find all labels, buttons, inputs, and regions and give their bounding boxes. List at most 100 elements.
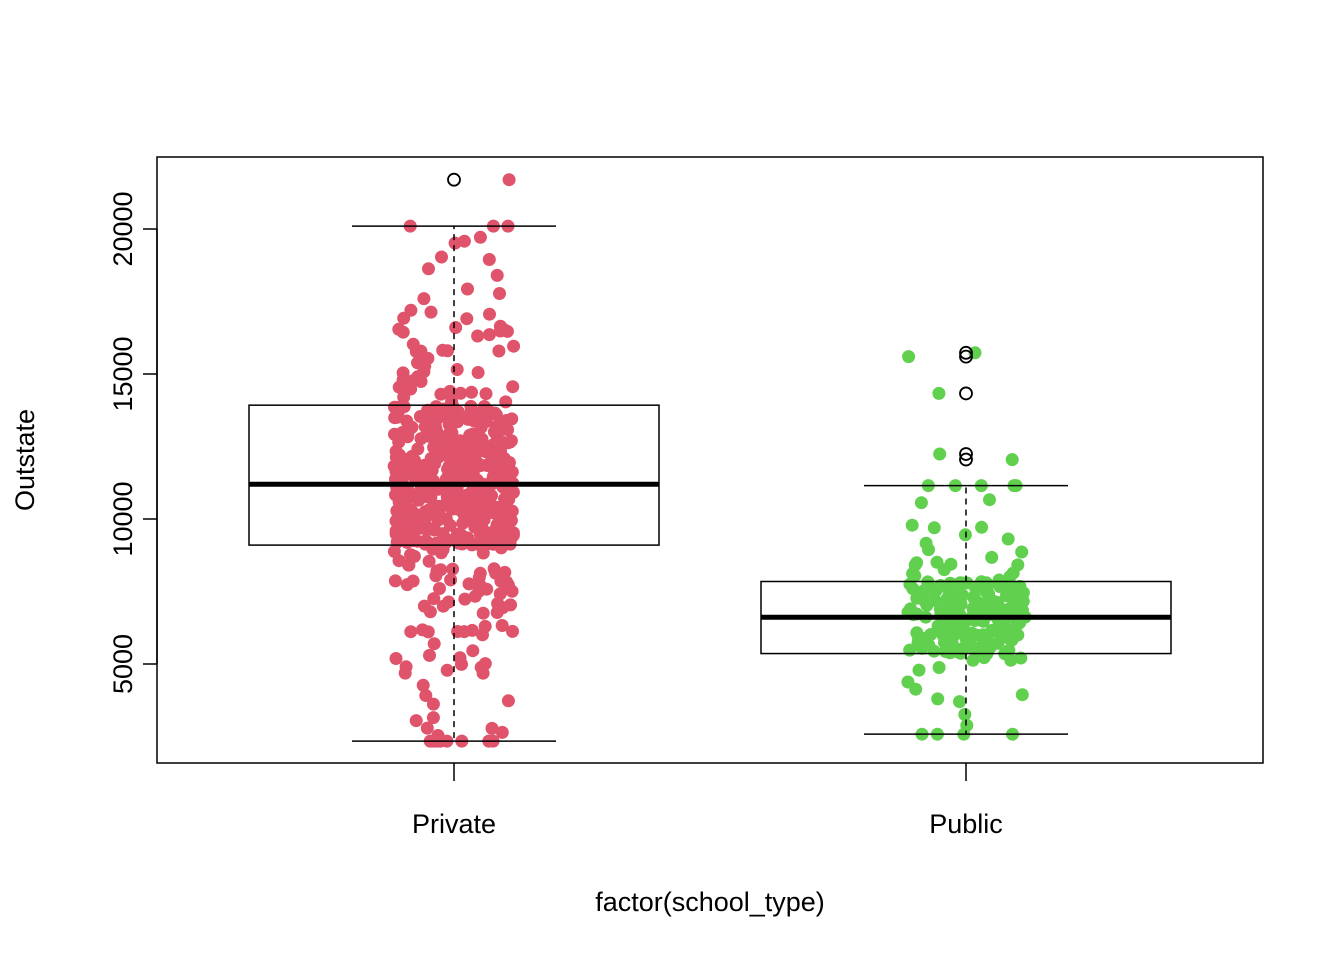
data-point-private: [483, 307, 496, 321]
x-tick-label: Public: [929, 809, 1003, 839]
data-point-private: [460, 531, 474, 545]
data-point-private: [472, 584, 486, 598]
data-point-public: [977, 651, 991, 665]
data-point-public: [958, 708, 972, 721]
data-point-private: [506, 624, 519, 638]
data-point-public: [962, 638, 976, 652]
data-point-public: [912, 663, 926, 677]
data-point-public: [985, 550, 999, 564]
data-point-public: [910, 626, 924, 640]
y-axis-title: Outstate: [10, 409, 40, 511]
data-point-private: [392, 322, 406, 336]
data-point-private: [421, 625, 435, 639]
data-point-private: [392, 554, 406, 568]
data-point-private: [389, 652, 403, 665]
data-point-public: [919, 536, 933, 550]
data-point-private: [504, 434, 518, 448]
data-point-private: [458, 592, 472, 606]
data-point-private: [505, 465, 519, 479]
data-point-public: [902, 350, 916, 364]
data-point-private: [435, 250, 448, 264]
data-point-private: [468, 520, 482, 534]
boxplots: [248, 172, 1172, 742]
outlier-marker: [447, 172, 461, 187]
data-point-public: [945, 627, 959, 641]
data-point-public: [1015, 545, 1029, 559]
data-point-private: [453, 651, 467, 665]
data-point-private: [396, 373, 410, 387]
data-point-private: [455, 410, 469, 424]
data-point-private: [490, 268, 504, 282]
data-point-private: [449, 321, 463, 334]
data-point-public: [983, 493, 996, 507]
data-point-private: [390, 409, 404, 423]
data-point-private: [462, 577, 476, 591]
data-point-private: [495, 725, 509, 739]
data-point-private: [407, 549, 421, 563]
data-point-private: [471, 329, 485, 343]
data-point-private: [446, 562, 460, 576]
data-point-public: [906, 567, 920, 581]
data-point-private: [406, 574, 420, 588]
data-point-private: [432, 508, 446, 522]
data-point-private: [426, 711, 440, 725]
plot-frame: [156, 156, 1264, 764]
data-point-public: [943, 639, 956, 653]
data-point-private: [397, 311, 411, 325]
data-point-public: [928, 593, 942, 607]
data-point-private: [428, 419, 442, 433]
data-point-private: [424, 305, 438, 319]
data-point-private: [423, 605, 437, 619]
data-point-private: [506, 380, 520, 394]
data-point-private: [419, 689, 433, 702]
data-point-private: [433, 582, 446, 595]
data-point-private: [482, 253, 496, 266]
data-point-private: [450, 363, 464, 376]
data-point-private: [409, 345, 423, 358]
data-point-public: [1015, 688, 1029, 702]
data-point-public: [1011, 558, 1025, 572]
data-point-private: [475, 436, 489, 450]
data-point-private: [392, 432, 406, 446]
data-point-public: [985, 623, 999, 637]
data-point-public: [976, 580, 990, 594]
data-point-private: [501, 694, 515, 708]
data-point-public: [984, 640, 997, 654]
outlier-marker: [959, 452, 973, 467]
data-point-private: [489, 408, 503, 422]
data-point-private: [493, 421, 507, 435]
data-point-private: [427, 592, 441, 606]
data-point-private: [470, 455, 484, 469]
data-point-public: [932, 386, 946, 400]
data-point-private: [492, 600, 506, 614]
data-point-private: [499, 395, 513, 409]
iqr-box: [248, 404, 660, 546]
data-point-private: [441, 436, 455, 450]
data-point-public: [941, 596, 955, 610]
data-point-private: [444, 407, 457, 421]
data-point-private: [398, 666, 412, 680]
data-point-public: [914, 496, 928, 510]
y-tick-label: 20000: [108, 191, 138, 266]
data-point-public: [989, 600, 1003, 613]
data-point-public: [970, 628, 984, 642]
data-point-public: [943, 576, 957, 590]
data-point-public: [937, 563, 951, 577]
data-point-private: [444, 573, 458, 587]
boxplot-public: [760, 345, 1172, 735]
data-point-private: [441, 344, 454, 358]
outlier-marker: [959, 345, 973, 360]
boxplot-private: [248, 172, 660, 742]
data-point-public: [905, 518, 919, 532]
data-point-private: [427, 440, 441, 454]
data-point-private: [428, 523, 442, 537]
data-point-private: [449, 448, 462, 462]
data-point-private: [504, 514, 518, 527]
data-point-private: [429, 569, 443, 583]
data-point-public: [967, 592, 981, 606]
data-point-private: [476, 606, 490, 620]
data-point-private: [464, 404, 478, 417]
data-point-private: [426, 697, 440, 711]
data-point-private: [471, 366, 485, 379]
